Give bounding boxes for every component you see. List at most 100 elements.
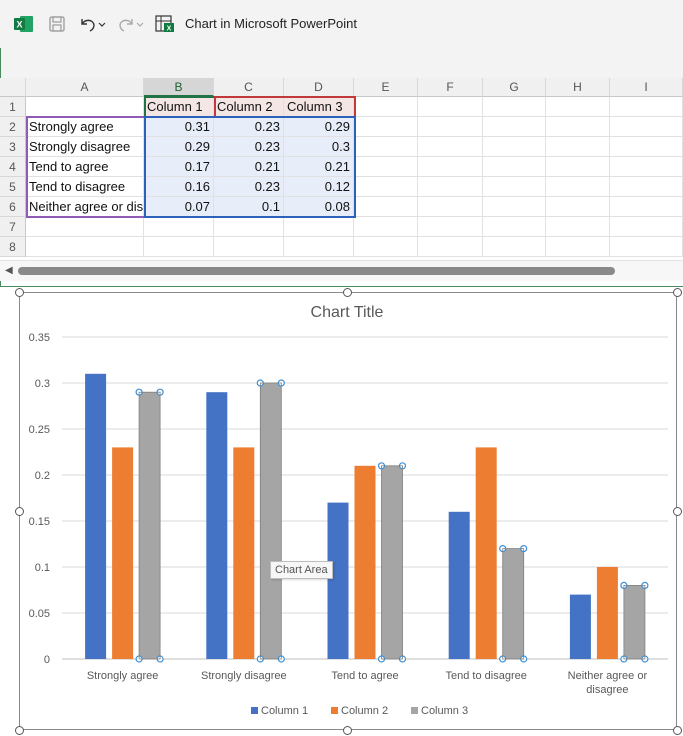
cell-a5[interactable]: Tend to disagree bbox=[26, 177, 144, 197]
bar-column-1[interactable] bbox=[206, 392, 228, 659]
scroll-thumb[interactable] bbox=[18, 267, 615, 275]
cell-f5[interactable] bbox=[418, 177, 483, 197]
row-header-2[interactable]: 2 bbox=[0, 117, 26, 137]
cell-c8[interactable] bbox=[214, 237, 284, 257]
column-header-g[interactable]: G bbox=[483, 78, 546, 97]
cell-g1[interactable] bbox=[483, 97, 546, 117]
cell-b3[interactable]: 0.29 bbox=[144, 137, 214, 157]
cell-f8[interactable] bbox=[418, 237, 483, 257]
resize-handle[interactable] bbox=[14, 287, 24, 297]
resize-handle[interactable] bbox=[14, 725, 24, 735]
row-header-5[interactable]: 5 bbox=[0, 177, 26, 197]
cell-g3[interactable] bbox=[483, 137, 546, 157]
cell-f4[interactable] bbox=[418, 157, 483, 177]
bar-column-3[interactable] bbox=[260, 383, 282, 659]
cell-h5[interactable] bbox=[546, 177, 610, 197]
cell-h8[interactable] bbox=[546, 237, 610, 257]
cell-b5[interactable]: 0.16 bbox=[144, 177, 214, 197]
cell-d2[interactable]: 0.29 bbox=[284, 117, 354, 137]
bar-column-2[interactable] bbox=[475, 447, 497, 659]
cell-d1[interactable]: Column 3 bbox=[284, 97, 354, 117]
cell-f6[interactable] bbox=[418, 197, 483, 217]
bar-column-1[interactable] bbox=[85, 373, 107, 659]
cell-b2[interactable]: 0.31 bbox=[144, 117, 214, 137]
cell-d5[interactable]: 0.12 bbox=[284, 177, 354, 197]
row-header-1[interactable]: 1 bbox=[0, 97, 26, 117]
cell-d3[interactable]: 0.3 bbox=[284, 137, 354, 157]
cell-f3[interactable] bbox=[418, 137, 483, 157]
save-icon[interactable] bbox=[48, 14, 66, 34]
cell-c7[interactable] bbox=[214, 217, 284, 237]
redo-icon[interactable] bbox=[116, 14, 144, 34]
cell-a7[interactable] bbox=[26, 217, 144, 237]
cell-c6[interactable]: 0.1 bbox=[214, 197, 284, 217]
bar-column-1[interactable] bbox=[327, 502, 349, 659]
cell-g6[interactable] bbox=[483, 197, 546, 217]
bar-column-3[interactable] bbox=[381, 465, 403, 659]
legend-entry[interactable]: Column 2 bbox=[341, 705, 388, 717]
cell-e3[interactable] bbox=[354, 137, 418, 157]
cell-a3[interactable]: Strongly disagree bbox=[26, 137, 144, 157]
cell-e7[interactable] bbox=[354, 217, 418, 237]
resize-handle[interactable] bbox=[342, 287, 352, 297]
resize-handle[interactable] bbox=[672, 287, 682, 297]
cell-g4[interactable] bbox=[483, 157, 546, 177]
cell-g8[interactable] bbox=[483, 237, 546, 257]
cell-c5[interactable]: 0.23 bbox=[214, 177, 284, 197]
scroll-left-arrow-icon[interactable]: ◀ bbox=[5, 265, 13, 276]
column-header-a[interactable]: A bbox=[26, 78, 144, 97]
cell-d4[interactable]: 0.21 bbox=[284, 157, 354, 177]
resize-handle[interactable] bbox=[672, 725, 682, 735]
legend-entry[interactable]: Column 1 bbox=[261, 705, 308, 717]
bar-column-2[interactable] bbox=[354, 465, 376, 659]
row-header-6[interactable]: 6 bbox=[0, 197, 26, 217]
cell-e5[interactable] bbox=[354, 177, 418, 197]
cell-f1[interactable] bbox=[418, 97, 483, 117]
bar-column-1[interactable] bbox=[569, 594, 591, 659]
cell-g2[interactable] bbox=[483, 117, 546, 137]
cell-f7[interactable] bbox=[418, 217, 483, 237]
row-header-7[interactable]: 7 bbox=[0, 217, 26, 237]
column-header-e[interactable]: E bbox=[354, 78, 418, 97]
cell-e4[interactable] bbox=[354, 157, 418, 177]
bar-column-3[interactable] bbox=[139, 392, 161, 659]
bar-column-2[interactable] bbox=[112, 447, 134, 659]
bar-column-2[interactable] bbox=[233, 447, 255, 659]
cell-c4[interactable]: 0.21 bbox=[214, 157, 284, 177]
edit-data-in-excel-icon[interactable]: X bbox=[155, 14, 175, 34]
cell-g5[interactable] bbox=[483, 177, 546, 197]
bar-column-3[interactable] bbox=[502, 548, 524, 659]
bar-column-3[interactable] bbox=[623, 585, 645, 659]
row-header-4[interactable]: 4 bbox=[0, 157, 26, 177]
select-all-corner[interactable] bbox=[0, 78, 26, 97]
cell-h3[interactable] bbox=[546, 137, 610, 157]
cell-a2[interactable]: Strongly agree bbox=[26, 117, 144, 137]
horizontal-scrollbar[interactable]: ◀ bbox=[0, 260, 683, 281]
cell-e2[interactable] bbox=[354, 117, 418, 137]
chart-title[interactable]: Chart Title bbox=[311, 304, 384, 321]
cell-c2[interactable]: 0.23 bbox=[214, 117, 284, 137]
cell-h7[interactable] bbox=[546, 217, 610, 237]
cell-b4[interactable]: 0.17 bbox=[144, 157, 214, 177]
bar-column-2[interactable] bbox=[596, 567, 618, 659]
cell-g7[interactable] bbox=[483, 217, 546, 237]
bar-column-1[interactable] bbox=[448, 511, 470, 659]
cell-d8[interactable] bbox=[284, 237, 354, 257]
cell-h1[interactable] bbox=[546, 97, 610, 117]
cell-b8[interactable] bbox=[144, 237, 214, 257]
cell-c1[interactable]: Column 2 bbox=[214, 97, 284, 117]
cell-a8[interactable] bbox=[26, 237, 144, 257]
cell-h4[interactable] bbox=[546, 157, 610, 177]
legend-entry[interactable]: Column 3 bbox=[421, 705, 468, 717]
resize-handle[interactable] bbox=[342, 725, 352, 735]
cell-b7[interactable] bbox=[144, 217, 214, 237]
row-header-3[interactable]: 3 bbox=[0, 137, 26, 157]
cell-h2[interactable] bbox=[546, 117, 610, 137]
cell-e1[interactable] bbox=[354, 97, 418, 117]
row-header-8[interactable]: 8 bbox=[0, 237, 26, 257]
column-header-h[interactable]: H bbox=[546, 78, 610, 97]
cell-d7[interactable] bbox=[284, 217, 354, 237]
cell-c3[interactable]: 0.23 bbox=[214, 137, 284, 157]
undo-icon[interactable] bbox=[78, 14, 106, 34]
column-header-f[interactable]: F bbox=[418, 78, 483, 97]
